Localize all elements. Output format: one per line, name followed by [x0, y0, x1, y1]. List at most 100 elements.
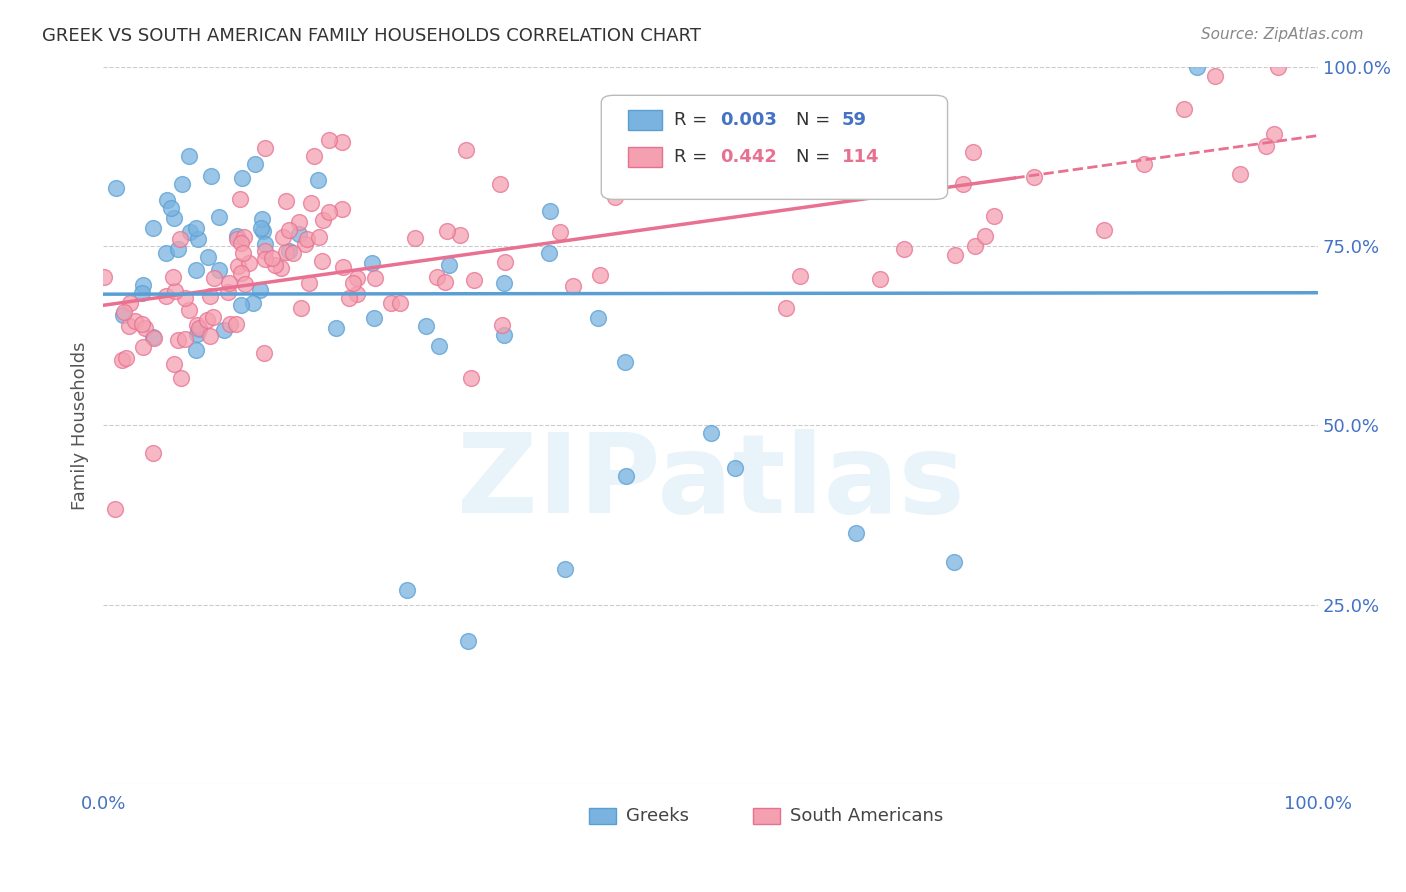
Point [276, 244, 298, 259]
Point [983, 210, 1005, 224]
Text: N =: N = [796, 111, 835, 128]
Point [177, 148, 200, 162]
Point [112, 305, 135, 319]
Point [142, 221, 165, 235]
Point [311, 254, 333, 268]
Point [131, 285, 153, 300]
Point [124, 313, 146, 327]
FancyBboxPatch shape [602, 95, 948, 200]
Point [273, 230, 295, 244]
Point [262, 251, 284, 265]
Point [217, 285, 239, 299]
Point [318, 204, 340, 219]
Point [229, 236, 252, 251]
Point [250, 212, 273, 227]
Point [172, 178, 194, 192]
Point [943, 248, 966, 262]
Point [93, 269, 115, 284]
Point [198, 329, 221, 343]
Point [201, 310, 224, 324]
Point [114, 351, 136, 365]
Point [404, 231, 426, 245]
Point [433, 275, 456, 289]
Point [287, 227, 309, 242]
Point [302, 149, 325, 163]
Point [537, 245, 560, 260]
Point [1254, 138, 1277, 153]
Point [1024, 169, 1046, 184]
Point [1173, 102, 1195, 116]
Point [131, 317, 153, 331]
Point [174, 332, 197, 346]
Point [1092, 223, 1115, 237]
Point [554, 562, 576, 576]
Point [699, 425, 721, 440]
Point [454, 143, 477, 157]
Text: N =: N = [796, 148, 835, 166]
Point [155, 289, 177, 303]
Text: South Americans: South Americans [790, 807, 943, 825]
Point [156, 193, 179, 207]
Point [332, 260, 354, 274]
Point [312, 212, 335, 227]
Point [963, 239, 986, 253]
Point [294, 237, 316, 252]
Point [589, 268, 612, 283]
Point [253, 346, 276, 360]
Point [952, 177, 974, 191]
Point [163, 357, 186, 371]
Point [170, 371, 193, 385]
Bar [589, 808, 616, 823]
Point [184, 263, 207, 277]
Point [962, 145, 984, 159]
Point [274, 194, 297, 208]
Point [439, 259, 461, 273]
Point [724, 461, 747, 475]
Point [346, 271, 368, 285]
Point [380, 295, 402, 310]
Point [337, 291, 360, 305]
Point [713, 147, 735, 161]
Point [758, 150, 780, 164]
Point [163, 211, 186, 225]
Point [132, 277, 155, 292]
Point [186, 343, 208, 358]
Text: 0.003: 0.003 [720, 111, 778, 128]
Point [186, 220, 208, 235]
Point [250, 221, 273, 235]
Point [775, 301, 797, 315]
Point [614, 355, 637, 369]
Point [229, 298, 252, 312]
Text: Source: ZipAtlas.com: Source: ZipAtlas.com [1201, 27, 1364, 42]
Point [245, 157, 267, 171]
Point [491, 318, 513, 333]
Point [226, 259, 249, 273]
Point [281, 245, 304, 260]
Point [188, 322, 211, 336]
Point [160, 202, 183, 216]
Point [460, 370, 482, 384]
Point [264, 259, 287, 273]
Point [232, 245, 254, 260]
Point [457, 633, 479, 648]
Point [142, 331, 165, 345]
Point [363, 311, 385, 326]
Point [166, 333, 188, 347]
Point [942, 555, 965, 569]
Point [249, 283, 271, 297]
Text: R =: R = [675, 148, 713, 166]
Point [195, 312, 218, 326]
Text: GREEK VS SOUTH AMERICAN FAMILY HOUSEHOLDS CORRELATION CHART: GREEK VS SOUTH AMERICAN FAMILY HOUSEHOLD… [42, 27, 702, 45]
Point [270, 261, 292, 276]
Point [242, 296, 264, 310]
Point [253, 237, 276, 252]
Point [231, 267, 253, 281]
Point [142, 446, 165, 460]
Point [218, 317, 240, 331]
Point [845, 526, 868, 541]
Point [118, 318, 141, 333]
Point [198, 288, 221, 302]
Point [186, 327, 208, 342]
Point [188, 320, 211, 334]
Point [233, 277, 256, 291]
